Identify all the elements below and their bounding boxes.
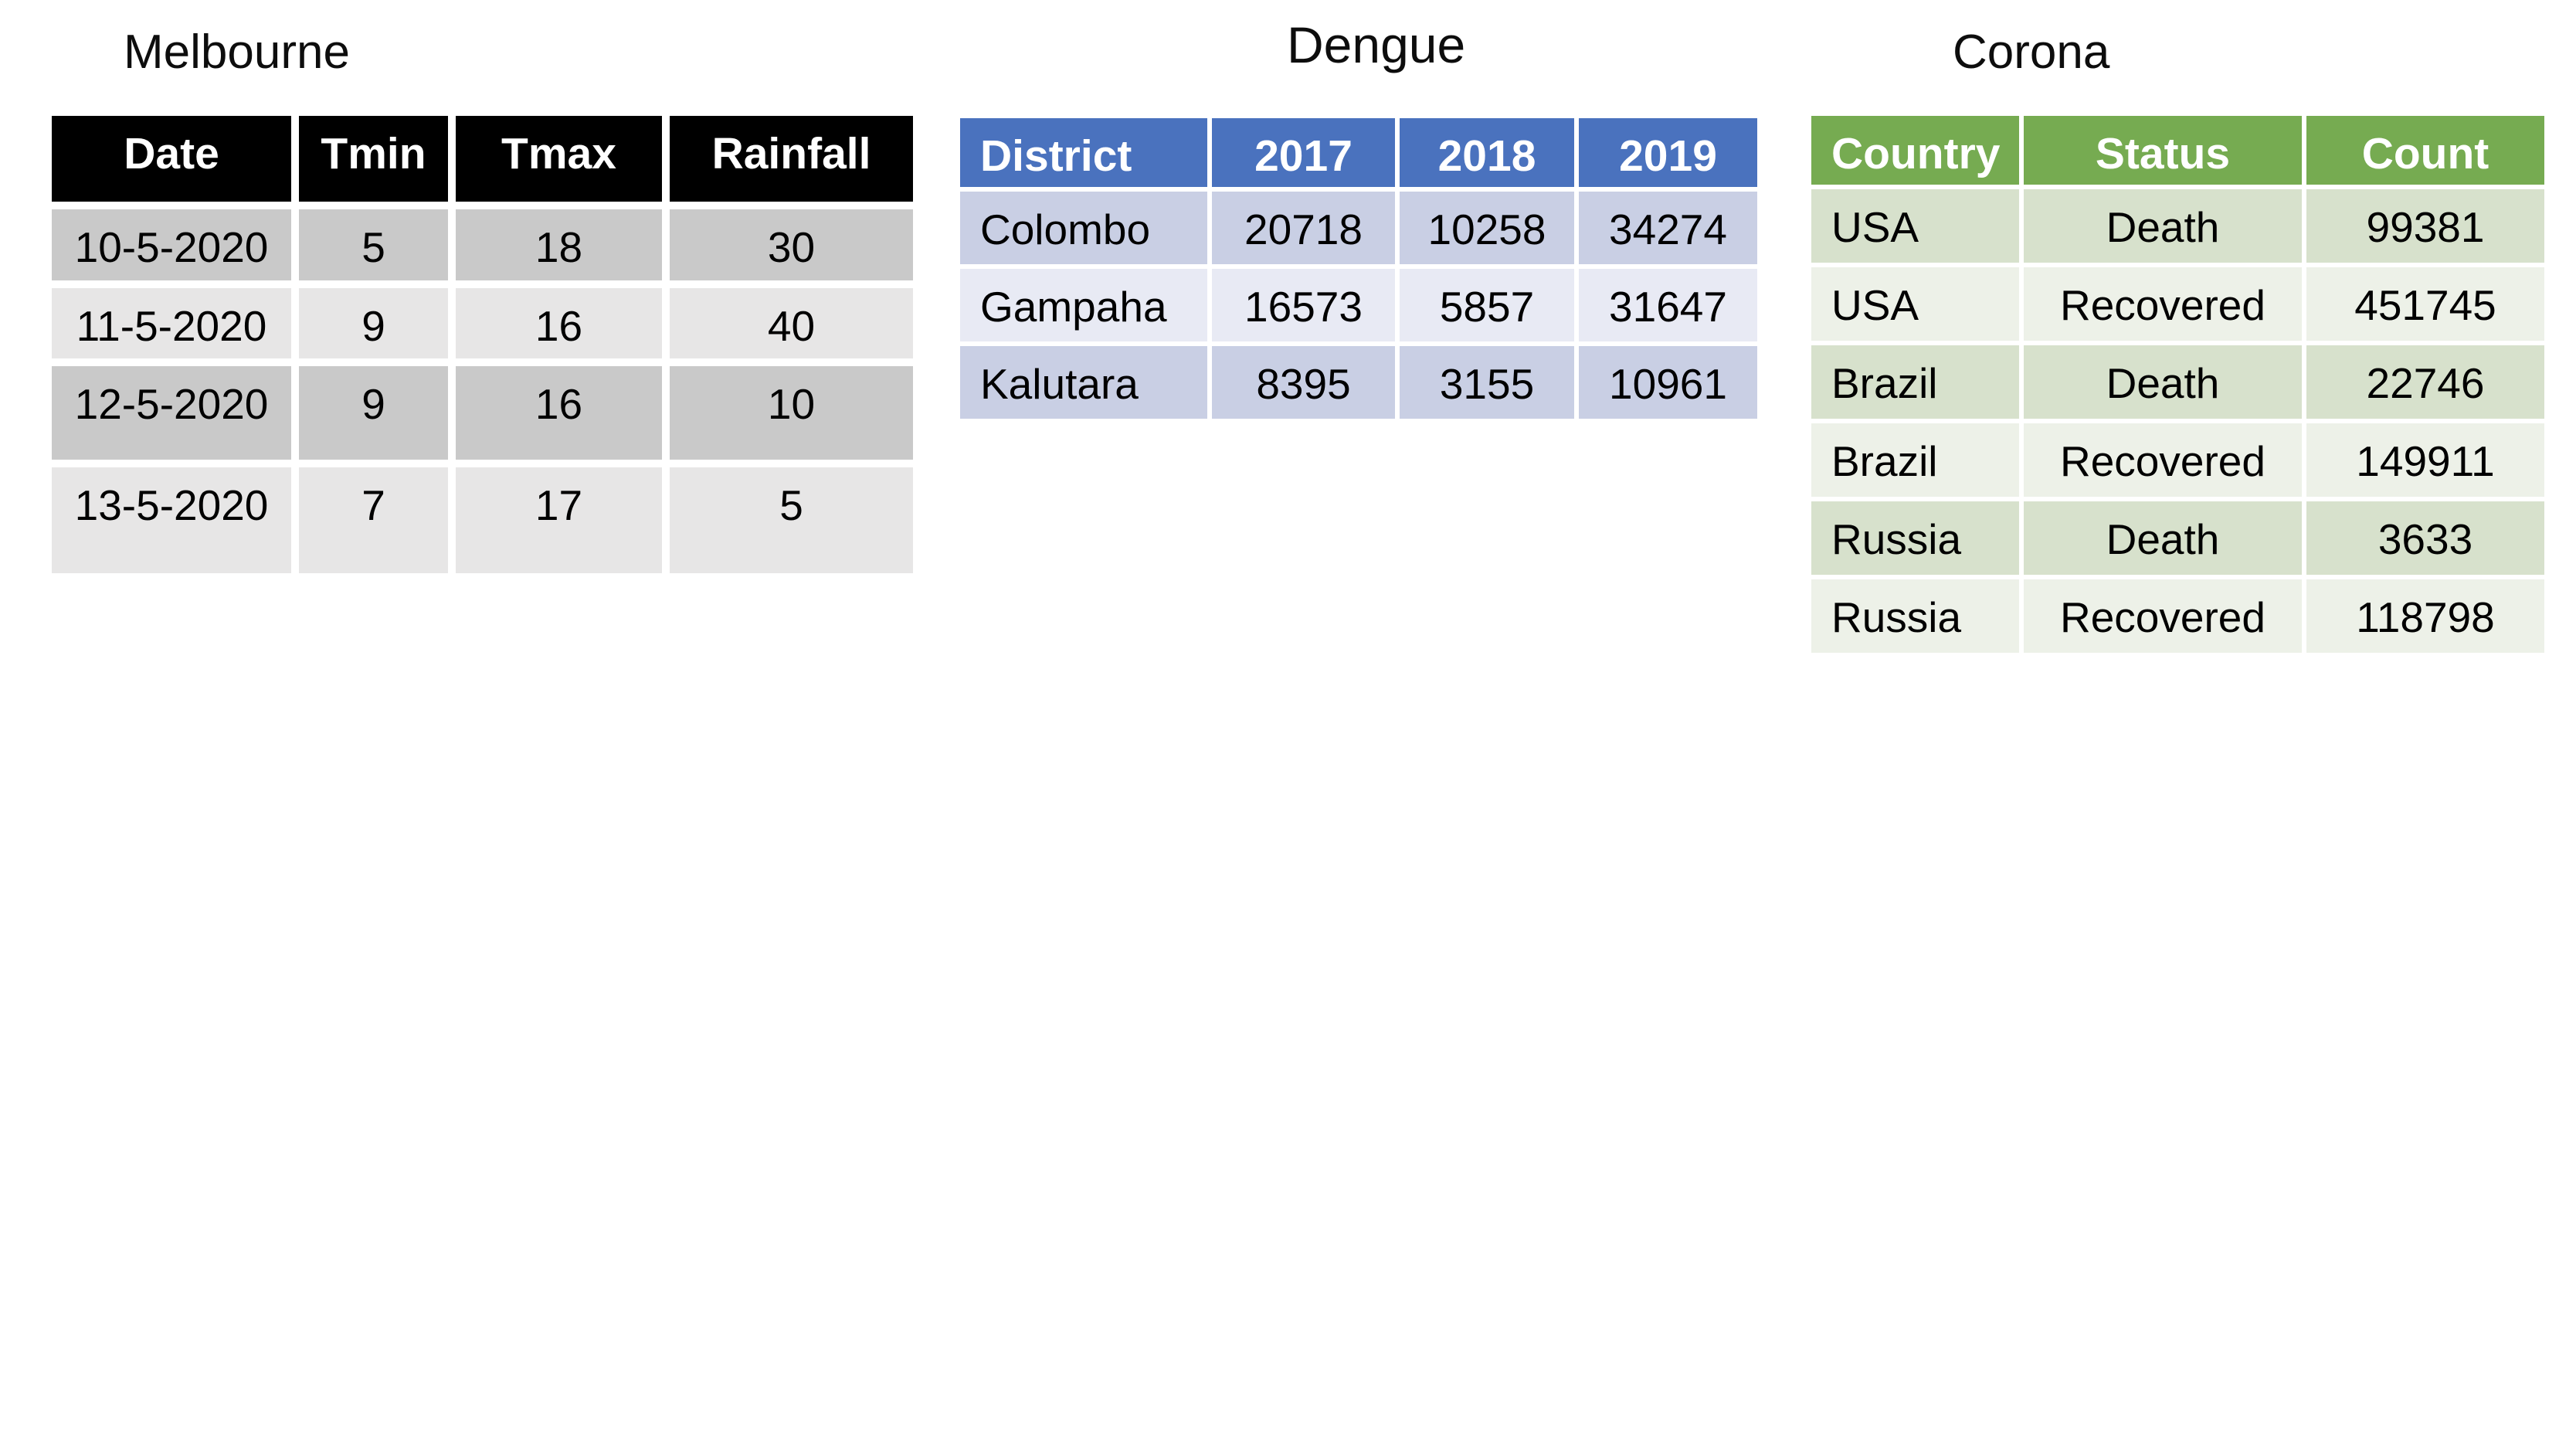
table-row: USA Recovered 451745	[1809, 265, 2547, 343]
dengue-table: District 2017 2018 2019 Colombo 20718 10…	[958, 116, 1760, 421]
column-header: 2019	[1576, 116, 1760, 189]
table-cell: Death	[2021, 343, 2304, 421]
table-cell: 10-5-2020	[48, 205, 295, 284]
table-cell: 451745	[2304, 265, 2547, 343]
table-cell: USA	[1809, 187, 2021, 265]
table-cell: 16	[452, 362, 666, 464]
table-row: Colombo 20718 10258 34274	[958, 189, 1760, 267]
table-cell: 8395	[1210, 344, 1397, 421]
table-cell: Colombo	[958, 189, 1210, 267]
table-cell: 9	[295, 362, 452, 464]
table-cell: 18	[452, 205, 666, 284]
column-header: Tmin	[295, 112, 452, 205]
melbourne-table-title: Melbourne	[124, 25, 350, 79]
table-cell: 20718	[1210, 189, 1397, 267]
table-cell: 30	[666, 205, 917, 284]
column-header: 2017	[1210, 116, 1397, 189]
table-cell: Brazil	[1809, 343, 2021, 421]
table-cell: Kalutara	[958, 344, 1210, 421]
table-cell: 17	[452, 464, 666, 577]
column-header: District	[958, 116, 1210, 189]
table-row: USA Death 99381	[1809, 187, 2547, 265]
table-cell: Russia	[1809, 577, 2021, 655]
table-cell: 7	[295, 464, 452, 577]
table-cell: 3155	[1397, 344, 1576, 421]
table-cell: Recovered	[2021, 265, 2304, 343]
table-cell: 99381	[2304, 187, 2547, 265]
table-cell: 16573	[1210, 267, 1397, 344]
table-row: Russia Recovered 118798	[1809, 577, 2547, 655]
table-row: Brazil Recovered 149911	[1809, 421, 2547, 499]
table-cell: Death	[2021, 499, 2304, 577]
table-cell: 16	[452, 284, 666, 362]
table-cell: 10258	[1397, 189, 1576, 267]
table-row: 13-5-2020 7 17 5	[48, 464, 917, 577]
table-cell: Russia	[1809, 499, 2021, 577]
table-cell: 12-5-2020	[48, 362, 295, 464]
table-cell: 9	[295, 284, 452, 362]
dengue-table-title: Dengue	[1287, 16, 1466, 73]
table-cell: 10961	[1576, 344, 1760, 421]
table-cell: 10	[666, 362, 917, 464]
table-row: Russia Death 3633	[1809, 499, 2547, 577]
table-row: Gampaha 16573 5857 31647	[958, 267, 1760, 344]
column-header: Count	[2304, 114, 2547, 187]
table-cell: 31647	[1576, 267, 1760, 344]
dengue-header-row: District 2017 2018 2019	[958, 116, 1760, 189]
table-cell: Recovered	[2021, 421, 2304, 499]
table-cell: Gampaha	[958, 267, 1210, 344]
table-row: 10-5-2020 5 18 30	[48, 205, 917, 284]
table-cell: 22746	[2304, 343, 2547, 421]
table-cell: Recovered	[2021, 577, 2304, 655]
table-row: Brazil Death 22746	[1809, 343, 2547, 421]
column-header: Country	[1809, 114, 2021, 187]
table-cell: 149911	[2304, 421, 2547, 499]
column-header: Date	[48, 112, 295, 205]
table-cell: 5	[666, 464, 917, 577]
column-header: Status	[2021, 114, 2304, 187]
table-cell: 11-5-2020	[48, 284, 295, 362]
table-cell: 3633	[2304, 499, 2547, 577]
table-row: 11-5-2020 9 16 40	[48, 284, 917, 362]
table-cell: Death	[2021, 187, 2304, 265]
table-cell: USA	[1809, 265, 2021, 343]
corona-header-row: Country Status Count	[1809, 114, 2547, 187]
table-cell: 34274	[1576, 189, 1760, 267]
column-header: Rainfall	[666, 112, 917, 205]
column-header: Tmax	[452, 112, 666, 205]
melbourne-header-row: Date Tmin Tmax Rainfall	[48, 112, 917, 205]
table-row: 12-5-2020 9 16 10	[48, 362, 917, 464]
table-row: Kalutara 8395 3155 10961	[958, 344, 1760, 421]
table-cell: 5	[295, 205, 452, 284]
melbourne-table: Date Tmin Tmax Rainfall 10-5-2020 5 18 3…	[48, 112, 917, 577]
table-cell: Brazil	[1809, 421, 2021, 499]
table-cell: 118798	[2304, 577, 2547, 655]
column-header: 2018	[1397, 116, 1576, 189]
table-cell: 13-5-2020	[48, 464, 295, 577]
table-cell: 5857	[1397, 267, 1576, 344]
corona-table: Country Status Count USA Death 99381 USA…	[1809, 114, 2547, 655]
table-cell: 40	[666, 284, 917, 362]
corona-table-title: Corona	[1953, 25, 2110, 79]
